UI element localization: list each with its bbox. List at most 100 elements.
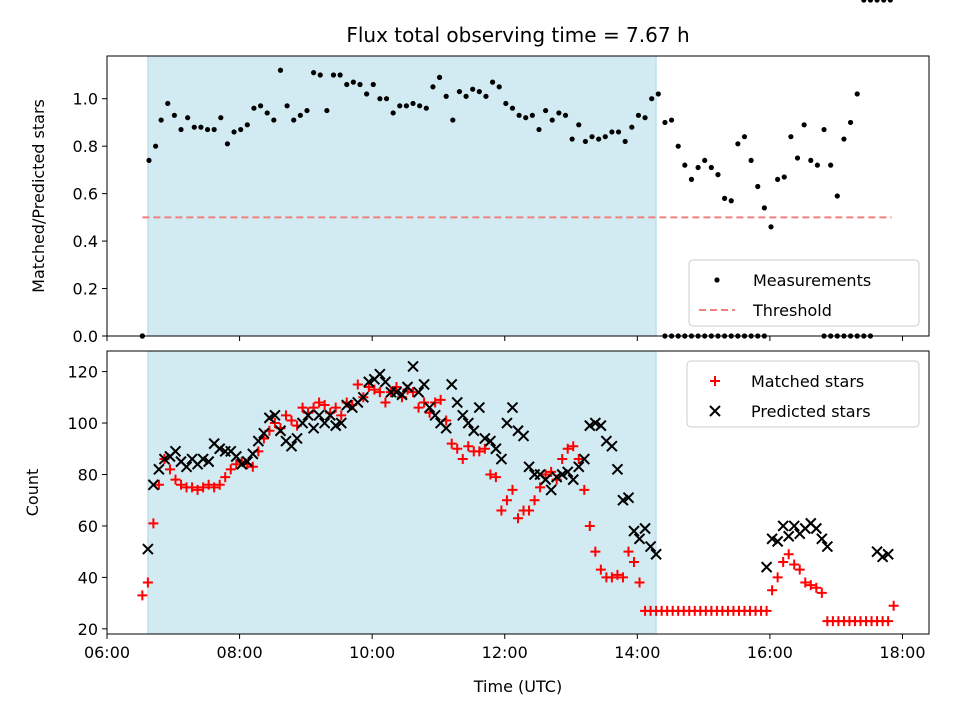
p0-series-0-point-13: [224, 141, 231, 147]
p1-series-0-point-3: [153, 479, 164, 490]
p1-series-0-point-1: [142, 577, 153, 588]
bottom-panel-frame: [106, 350, 930, 635]
p1-series-1-point-107: [882, 548, 894, 560]
p0-series-0-point-36: [377, 96, 383, 102]
p1-series-0-point-20: [247, 461, 258, 472]
p0-series-0-point-40: [403, 103, 410, 109]
p1-series-0-point-76: [557, 454, 568, 465]
p0-series-0-point-71: [609, 129, 615, 135]
p1-series-1-point-102: [810, 522, 823, 535]
x-tick-label-1: 08:00: [217, 643, 263, 662]
p1-series-0-point-85: [606, 572, 617, 583]
p0-series-0-point-46: [443, 93, 449, 99]
p0-y-tick-label-0: 0.0: [73, 327, 98, 346]
p0-series-0-point-97: [781, 174, 787, 180]
p1-series-0-point-66: [501, 495, 512, 506]
p0-series-0-point-61: [543, 107, 549, 114]
p0-legend-label-1: Threshold: [752, 301, 832, 320]
p0-series-0-point-83: [688, 176, 695, 182]
p1-series-0-point-135: [883, 616, 894, 627]
p1-series-1-point-13: [213, 443, 226, 455]
p1-series-1-point-27: [291, 432, 303, 445]
x-tick-label-5: 16:00: [747, 643, 793, 662]
p1-series-0-point-65: [496, 505, 507, 516]
p1-series-1-point-24: [274, 425, 287, 437]
p1-series-0-point-0: [137, 590, 148, 601]
p1-series-0-point-33: [319, 400, 330, 411]
p0-legend-swatch-0: [714, 277, 720, 283]
p1-series-1-point-43: [379, 376, 392, 388]
p1-series-1-point-73: [545, 484, 557, 496]
p1-series-1-point-47: [401, 381, 414, 393]
p1-y-tick-label-2: 60: [78, 517, 98, 536]
p0-series-0-point-49: [463, 93, 469, 99]
p1-series-0-point-86: [612, 569, 623, 580]
p0-series-0-point-23: [291, 117, 297, 123]
p1-series-1-point-89: [633, 533, 646, 545]
p0-series-0-point-47: [450, 117, 456, 123]
p1-series-0-point-43: [374, 387, 385, 398]
bottom-panel-y-ticks: 20 40 60 80 100 120: [67, 363, 107, 639]
p1-series-1-point-106: [876, 551, 889, 563]
p0-series-0-point-20: [271, 117, 277, 123]
p1-series-0-point-77: [562, 443, 573, 454]
p1-series-1-point-16: [230, 450, 242, 463]
p1-series-1-point-54: [440, 422, 452, 434]
p1-series-1-point-92: [650, 548, 662, 560]
p1-series-0-point-51: [419, 397, 430, 408]
p0-series-0-point-67: [582, 138, 588, 145]
p1-series-0-point-89: [629, 556, 640, 567]
p0-series-0-point-1: [146, 157, 152, 164]
p0-series-0-point-17: [251, 105, 257, 111]
p0-series-0-point-64: [562, 112, 569, 118]
p1-series-0-point-2: [148, 518, 159, 529]
p1-series-1-point-29: [302, 409, 314, 422]
p1-series-0-point-87: [617, 572, 628, 583]
p1-series-1-point-103: [816, 533, 828, 545]
p1-y-tick-label-5: 120: [67, 363, 98, 382]
p1-series-0-point-116: [778, 556, 789, 567]
p0-series-0-point-105: [834, 193, 840, 199]
p0-series-0-point-70: [602, 134, 608, 140]
p1-series-1-point-32: [318, 417, 331, 429]
p1-series-1-point-104: [821, 540, 834, 553]
p1-series-1-point-34: [329, 419, 342, 432]
p1-series-0-point-136: [888, 600, 899, 611]
p1-series-1-point-21: [258, 427, 270, 440]
p1-series-0-point-63: [485, 469, 496, 480]
p1-series-0-point-82: [590, 546, 601, 557]
p1-series-1-point-46: [396, 389, 408, 401]
p0-series-0-point-58: [523, 115, 529, 121]
p1-series-1-point-49: [412, 386, 425, 398]
p1-series-1-point-98: [788, 520, 800, 532]
p0-series-0-point-57: [516, 112, 522, 118]
p0-series-0-point-41: [410, 100, 416, 107]
p0-series-0-point-82: [682, 162, 688, 168]
p1-series-0-point-70: [524, 505, 535, 516]
p1-series-0-point-57: [452, 443, 463, 454]
p1-series-0-point-50: [413, 402, 424, 413]
p0-series-0-point-8: [191, 124, 197, 130]
p0-series-0-point-108: [854, 91, 860, 97]
p0-series-0-point-21: [277, 67, 284, 73]
p1-series-0-point-15: [220, 472, 231, 483]
p0-series-0-point-92: [748, 157, 754, 164]
p0-series-0-point-26: [311, 70, 317, 76]
p1-series-1-point-97: [782, 530, 795, 542]
p0-series-0-point-27: [317, 72, 323, 78]
top-panel-x-ticks: [106, 336, 903, 341]
p1-series-1-point-20: [252, 435, 265, 447]
p1-series-1-point-48: [407, 360, 419, 373]
top-panel-y-ticks: 0.0 0.2 0.4 0.6 0.8 1.0: [73, 90, 107, 346]
p1-series-0-point-39: [352, 379, 363, 390]
p0-legend-label-0: Measurements: [753, 271, 871, 290]
p1-legend-box: [686, 360, 920, 428]
p0-series-0-point-79: [662, 119, 668, 126]
p1-series-0-point-88: [623, 546, 634, 557]
p0-series-0-point-76: [642, 115, 648, 121]
p1-series-0-point-117: [783, 549, 794, 560]
p1-y-tick-label-4: 100: [67, 414, 98, 433]
p0-series-0-point-9: [198, 124, 204, 130]
p1-series-0-point-27: [286, 415, 297, 426]
